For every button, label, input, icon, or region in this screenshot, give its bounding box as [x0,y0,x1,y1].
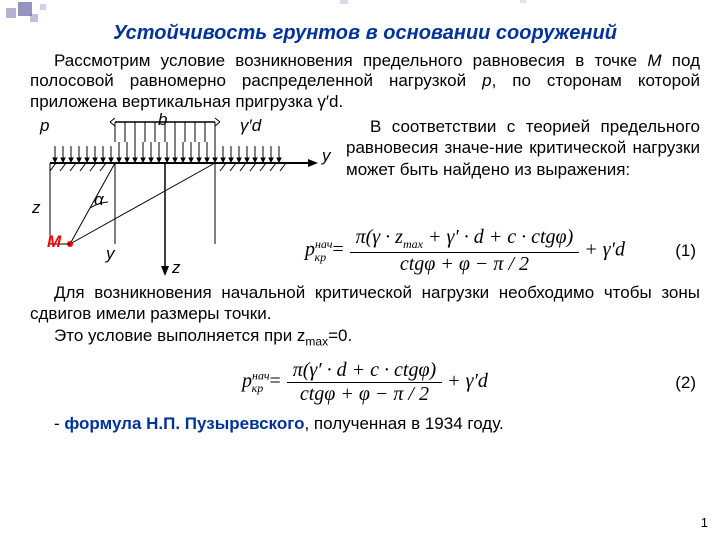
page-number: 1 [701,515,708,530]
formula-2-number: (2) [675,373,696,393]
paragraph-intro: Рассмотрим условие возникновения предель… [30,51,700,112]
zmax-sub: max [305,334,328,348]
label-b: b [158,110,167,130]
para3-b: =0. [328,326,352,345]
label-z-axis: z [32,198,41,218]
f2-lhs-sub: кр [252,381,264,395]
formula-1-number: (1) [675,241,696,261]
label-y-axis: y [322,146,331,166]
formula-2-expr: pначкр = π(γ′ · d + c · ctgφ)ctgφ + φ − … [242,359,488,406]
load-p: р [482,71,491,90]
f1-lhs: p [305,239,315,261]
footer: - формула Н.П. Пузыревского, полученная … [30,414,700,434]
f2-lhs: p [242,370,252,392]
para1-a: Рассмотрим условие возникновения предель… [54,51,647,70]
f2-tail: + γ′d [442,370,488,392]
label-gd: γ′d [240,116,261,136]
label-alpha: α [94,190,104,210]
formula-1: pначкр = π(γ · zmax + γ′ · d + c · ctgφ)… [30,226,700,276]
f1-lhs-sub: кр [315,250,327,264]
para3-a: Это условие выполняется при z [54,326,305,345]
slide-content: Устойчивость грунтов в основании сооруже… [30,22,700,434]
surcharge-symbol: γ′d. [317,92,343,111]
footer-name: формула Н.П. Пузыревского [64,414,304,433]
f2-eq: = [263,370,287,392]
formula-1-expr: pначкр = π(γ · zmax + γ′ · d + c · ctgφ)… [305,226,625,276]
f2-num: π(γ′ · d + c · ctgφ) [287,359,442,383]
paragraph-2: Для возникновения начальной критической … [30,282,700,325]
f1-eq: = [326,239,350,261]
label-p: p [40,116,49,136]
f2-den: ctgφ + φ − π / 2 [287,383,442,406]
f1-tail: + γ′d [579,239,625,261]
f1-num: π(γ · z [356,226,403,248]
footer-b: , полученная в 1934 году. [304,414,503,433]
point-m: М [647,51,661,70]
footer-a: - [54,414,64,433]
f1-den: ctgφ + φ − π / 2 [350,253,580,276]
f1-num-b: + γ′ · d + c · ctgφ) [423,226,573,248]
paragraph-3: Это условие выполняется при zmax=0. [30,325,700,349]
f1-num-sub: max [403,237,423,251]
slide-title: Устойчивость грунтов в основании сооруже… [30,22,700,45]
formula-2: pначкр = π(γ′ · d + c · ctgφ)ctgφ + φ − … [30,359,700,406]
